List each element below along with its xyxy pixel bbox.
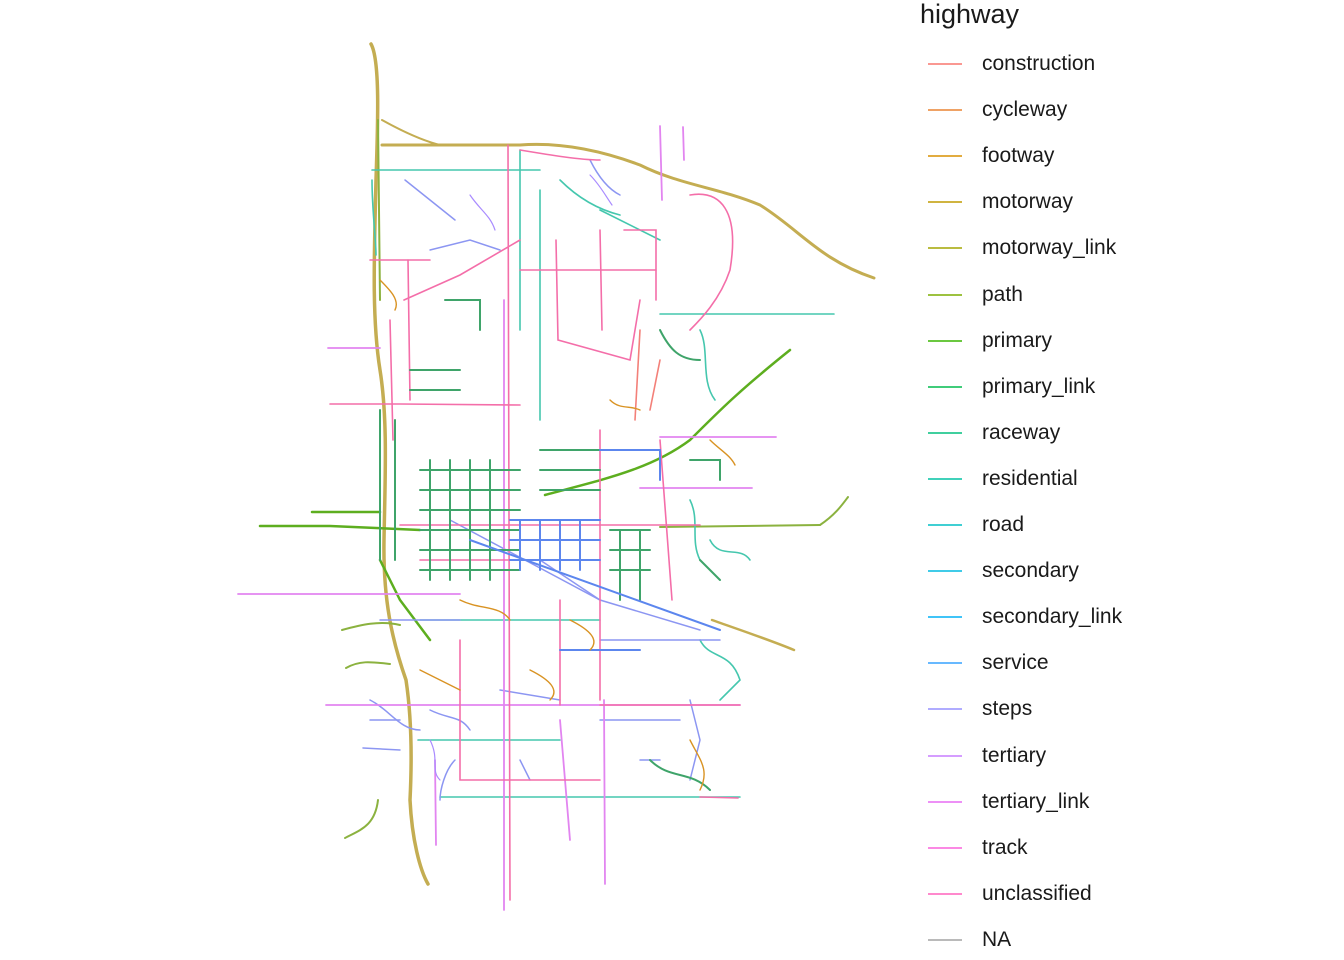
legend-item: motorway bbox=[920, 189, 1320, 215]
primary-roads bbox=[258, 348, 792, 642]
legend-label: path bbox=[982, 282, 1023, 306]
road-map bbox=[237, 42, 876, 911]
construction-roads bbox=[634, 329, 661, 421]
legend-item: tertiary bbox=[920, 743, 1320, 769]
legend-swatch bbox=[928, 63, 962, 65]
legend-item: NA bbox=[920, 927, 1320, 953]
legend-item: secondary_link bbox=[920, 604, 1320, 630]
legend-item: unclassified bbox=[920, 881, 1320, 907]
legend-item: construction bbox=[920, 51, 1320, 77]
legend-swatch bbox=[928, 385, 962, 388]
downtown-grid-green bbox=[379, 299, 721, 791]
legend-label: footway bbox=[982, 144, 1055, 168]
legend-label: motorway_link bbox=[982, 236, 1117, 260]
legend-label: raceway bbox=[982, 420, 1061, 444]
map-legend: highway construction cycleway footway motor… bbox=[920, 0, 1340, 960]
legend-item: cycleway bbox=[920, 97, 1320, 123]
legend-item: primary_link bbox=[920, 374, 1320, 400]
legend-item: residential bbox=[920, 466, 1320, 492]
legend-item: service bbox=[920, 650, 1320, 676]
legend-swatch bbox=[928, 708, 962, 711]
legend-item: tertiary_link bbox=[920, 789, 1320, 815]
legend-label: steps bbox=[982, 697, 1033, 721]
legend-swatch bbox=[928, 431, 962, 434]
legend-label: primary bbox=[982, 328, 1053, 352]
legend-label: secondary_link bbox=[982, 605, 1123, 629]
legend-swatch bbox=[928, 155, 962, 158]
legend-label: residential bbox=[982, 466, 1078, 490]
legend-item: motorway_link bbox=[920, 235, 1320, 261]
legend-label: motorway bbox=[982, 190, 1074, 214]
legend-swatch bbox=[928, 201, 962, 204]
legend-swatch bbox=[928, 616, 962, 619]
legend-label: primary_link bbox=[982, 374, 1096, 398]
legend-swatch bbox=[928, 662, 962, 665]
legend-swatch bbox=[928, 800, 962, 803]
footway-roads bbox=[379, 279, 736, 791]
legend-label: secondary bbox=[982, 559, 1079, 583]
legend-swatch bbox=[928, 754, 962, 757]
legend-swatch bbox=[928, 293, 962, 296]
legend-swatch bbox=[928, 109, 962, 112]
legend-label: tertiary bbox=[982, 743, 1047, 767]
legend-label: unclassified bbox=[982, 881, 1092, 905]
steps-roads bbox=[429, 174, 613, 781]
path-roads bbox=[341, 119, 849, 839]
legend-item: raceway bbox=[920, 420, 1320, 446]
legend-label: track bbox=[982, 835, 1028, 859]
service-roads bbox=[362, 159, 721, 801]
legend-item: primary bbox=[920, 328, 1320, 354]
motorway-roads bbox=[369, 42, 876, 886]
legend-swatch bbox=[928, 570, 962, 573]
downtown-grid-blue bbox=[469, 449, 721, 651]
legend-item: road bbox=[920, 512, 1320, 538]
legend-label: cycleway bbox=[982, 98, 1068, 122]
legend-swatch bbox=[928, 524, 962, 526]
legend-item: steps bbox=[920, 696, 1320, 722]
legend-item: path bbox=[920, 282, 1320, 308]
legend-swatch bbox=[928, 938, 962, 941]
legend-swatch bbox=[928, 339, 962, 342]
legend-swatch bbox=[928, 247, 962, 250]
legend-label: tertiary_link bbox=[982, 789, 1090, 813]
legend-swatch bbox=[928, 892, 962, 895]
legend-swatch bbox=[928, 477, 962, 480]
legend-title: highway bbox=[920, 0, 1020, 29]
legend-label: NA bbox=[982, 927, 1012, 951]
legend-label: construction bbox=[982, 52, 1096, 75]
legend-item: track bbox=[920, 835, 1320, 861]
legend-item: secondary bbox=[920, 558, 1320, 584]
legend-swatch bbox=[928, 846, 962, 849]
legend-label: service bbox=[982, 651, 1049, 675]
legend-item: footway bbox=[920, 143, 1320, 169]
legend-label: road bbox=[982, 513, 1025, 536]
unclassified-roads bbox=[329, 144, 741, 901]
